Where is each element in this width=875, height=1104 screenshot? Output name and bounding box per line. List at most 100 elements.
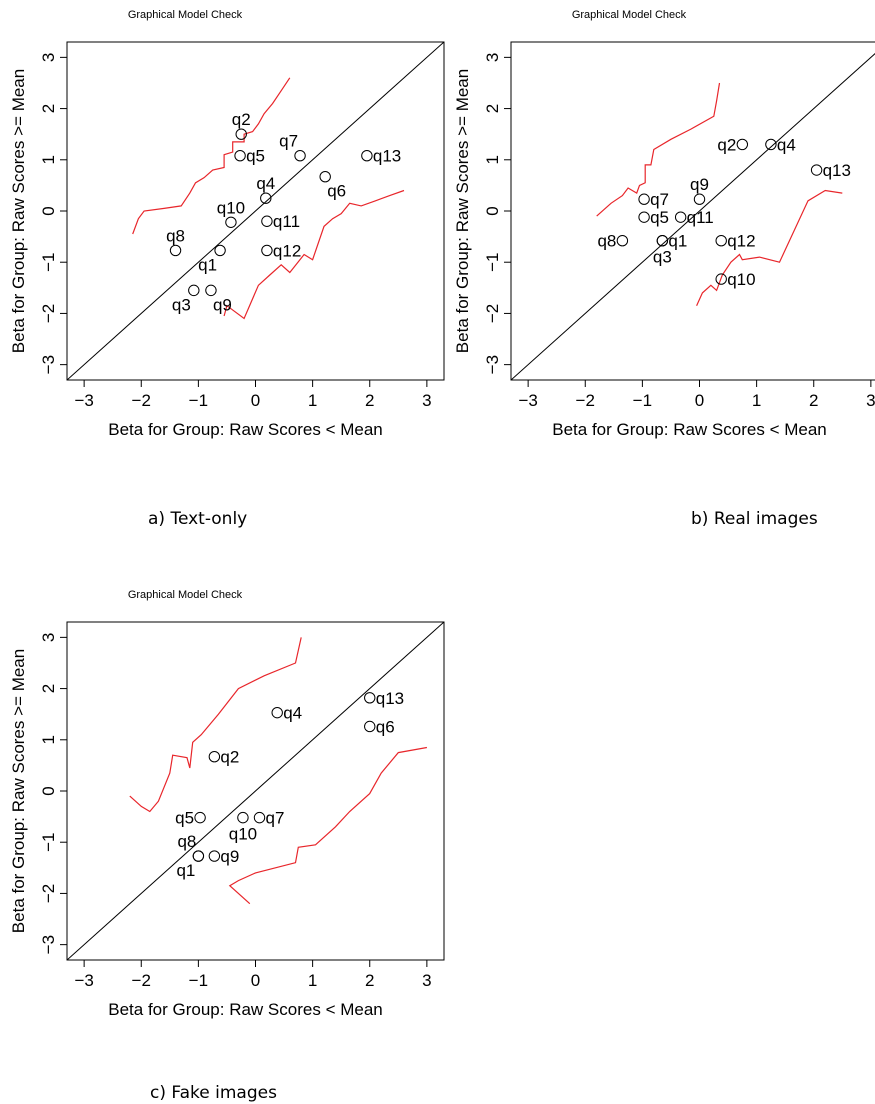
data-point-q10 — [225, 216, 237, 228]
data-point-q6 — [364, 720, 376, 733]
data-point-q10 — [237, 811, 249, 824]
scatter-chart: Graphical Model Check q1 q2 q4 q5 q6 q7 q8 q9 q10… — [9, 589, 445, 1019]
point-label-q4: q4 — [256, 174, 275, 193]
x-axis-label: Beta for Group: Raw Scores < Mean — [108, 420, 383, 439]
chart-panel-real-images: Graphical Model Check q1 q2 q3 q4 q5 q7 q8 q9 q10… — [444, 0, 875, 450]
point-label-q2: q2 — [220, 748, 239, 767]
x-tick-label: 3 — [422, 391, 431, 410]
point-label-q6: q6 — [376, 717, 395, 736]
data-point-q8 — [616, 235, 629, 247]
y-tick-label: 1 — [39, 155, 58, 164]
lower-confidence-band — [228, 746, 428, 905]
identity-line — [511, 52, 875, 380]
data-point-q8 — [169, 244, 182, 257]
upper-confidence-band — [129, 637, 302, 813]
y-tick-label: −1 — [39, 253, 58, 272]
y-tick-label: 1 — [483, 155, 502, 164]
point-label-q7: q7 — [650, 190, 669, 209]
data-point-q3 — [656, 235, 669, 247]
y-tick-label: −2 — [39, 304, 58, 323]
x-tick-label: 0 — [251, 971, 260, 990]
data-point-q11 — [261, 215, 273, 227]
x-tick-label: −1 — [189, 391, 208, 410]
data-point-q13 — [810, 164, 823, 176]
data-point-q10 — [715, 273, 727, 285]
data-point-q12 — [715, 235, 727, 247]
x-tick-label: 3 — [866, 391, 875, 410]
chart-panel-text-only: Graphical Model Check q1 q2 q3 q4 q5 q6 q7 q8 q9 q… — [0, 0, 450, 450]
chart-title: Graphical Model Check — [128, 589, 243, 601]
point-label-q8: q8 — [166, 226, 185, 245]
y-axis-label: Beta for Group: Raw Scores >= Mean — [9, 649, 28, 933]
point-label-q9: q9 — [690, 175, 709, 194]
point-label-q6: q6 — [327, 182, 346, 201]
data-point-q2 — [736, 138, 749, 151]
x-tick-label: −3 — [74, 391, 93, 410]
x-tick-label: 3 — [422, 971, 431, 990]
point-label-q12: q12 — [727, 232, 755, 251]
point-label-q8: q8 — [177, 832, 196, 851]
y-tick-label: 2 — [39, 104, 58, 113]
point-label-q9: q9 — [220, 847, 239, 866]
y-tick-label: 3 — [39, 53, 58, 62]
x-tick-label: 2 — [809, 391, 818, 410]
y-axis-label: Beta for Group: Raw Scores >= Mean — [453, 69, 472, 353]
point-label-q13: q13 — [823, 161, 851, 180]
point-label-q7: q7 — [265, 809, 284, 828]
x-axis-label: Beta for Group: Raw Scores < Mean — [108, 1000, 383, 1019]
data-point-q1 — [214, 244, 226, 257]
x-tick-label: −1 — [189, 971, 208, 990]
x-tick-label: −2 — [132, 971, 151, 990]
x-tick-label: −3 — [74, 971, 93, 990]
data-point-q9 — [693, 193, 706, 205]
y-tick-label: 1 — [39, 735, 58, 744]
point-label-q5: q5 — [246, 147, 265, 166]
y-tick-label: −2 — [39, 884, 58, 903]
data-point-q12 — [261, 244, 273, 257]
x-tick-label: −2 — [576, 391, 595, 410]
y-tick-label: 3 — [39, 633, 58, 642]
data-point-q4 — [271, 706, 283, 719]
point-label-q9: q9 — [213, 295, 232, 314]
point-label-q13: q13 — [376, 689, 404, 708]
y-tick-label: 2 — [483, 104, 502, 113]
y-tick-label: 2 — [39, 684, 58, 693]
point-label-q4: q4 — [777, 135, 796, 154]
x-tick-label: 2 — [365, 391, 374, 410]
caption-fake-images: c) Fake images — [150, 1083, 277, 1103]
point-label-q7: q7 — [279, 132, 298, 151]
point-label-q11: q11 — [687, 208, 714, 227]
point-label-q3: q3 — [172, 295, 191, 314]
chart-title: Graphical Model Check — [128, 9, 243, 21]
lower-confidence-band — [223, 189, 405, 320]
point-label-q10: q10 — [217, 198, 245, 217]
data-point-q13 — [361, 149, 373, 162]
point-label-q11: q11 — [273, 212, 300, 231]
x-tick-label: 2 — [365, 971, 374, 990]
data-point-q11 — [674, 211, 687, 223]
y-tick-label: −3 — [39, 935, 58, 954]
upper-confidence-band — [596, 82, 721, 217]
y-tick-label: 0 — [483, 206, 502, 215]
identity-line — [67, 42, 444, 380]
point-label-q13: q13 — [373, 147, 401, 166]
y-tick-label: 0 — [39, 206, 58, 215]
data-point-q2 — [208, 750, 221, 763]
chart-panel-fake-images: Graphical Model Check q1 q2 q4 q5 q6 q7 q8 q9 q10… — [0, 580, 450, 1030]
point-label-q1: q1 — [198, 255, 217, 274]
data-point-q7 — [294, 149, 306, 162]
point-label-q5: q5 — [175, 809, 194, 828]
data-point-q4 — [260, 192, 272, 204]
point-label-q2: q2 — [717, 135, 736, 154]
point-label-q8: q8 — [597, 232, 616, 251]
point-label-q5: q5 — [650, 208, 669, 227]
point-label-q10: q10 — [229, 825, 257, 844]
y-tick-label: −1 — [39, 833, 58, 852]
y-tick-label: −3 — [483, 355, 502, 374]
point-label-q1: q1 — [176, 861, 195, 880]
plot-area — [67, 622, 444, 960]
data-point-q5 — [638, 211, 650, 223]
x-tick-label: 0 — [695, 391, 704, 410]
upper-confidence-band — [132, 77, 291, 235]
caption-text-only: a) Text-only — [148, 509, 248, 529]
